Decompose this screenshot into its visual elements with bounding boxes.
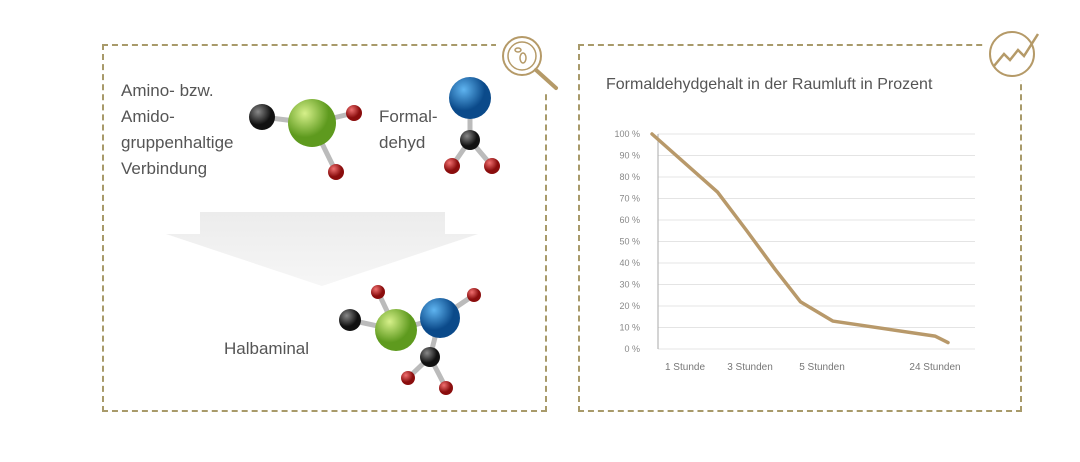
trend-chart-icon: [986, 28, 1042, 80]
label-line: gruppenhaltige: [121, 133, 234, 152]
label-line: Amido-: [121, 107, 175, 126]
reaction-panel: [102, 44, 547, 412]
reactant2-label: Formal- dehyd: [379, 104, 438, 156]
chart-panel: [578, 44, 1022, 412]
reactant1-label: Amino- bzw. Amido- gruppenhaltige Verbin…: [121, 78, 233, 182]
label-line: dehyd: [379, 133, 426, 152]
label-line: Amino- bzw.: [121, 81, 214, 100]
label-line: Verbindung: [121, 159, 208, 178]
magnifier-microbe-icon: [496, 30, 562, 92]
product-label: Halbaminal: [224, 339, 310, 358]
chart-title: Formaldehydgehalt in der Raumluft in Pro…: [606, 76, 933, 93]
label-line: Formal-: [379, 107, 438, 126]
